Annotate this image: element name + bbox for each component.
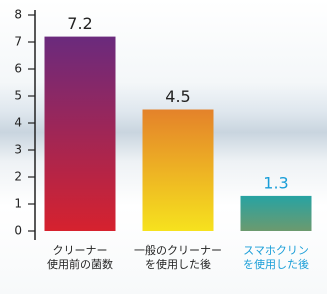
x-tick-label: 一般のクリーナー を使用した後	[130, 244, 226, 272]
value-label: 7.2	[67, 14, 92, 33]
y-tick-label: 2	[14, 170, 22, 184]
x-tick-label: クリーナー 使用前の菌数	[32, 244, 128, 272]
y-tick-label: 6	[14, 62, 22, 76]
x-tick-label: スマホクリン を使用した後	[228, 244, 324, 272]
y-tick-label: 4	[14, 116, 22, 130]
bar	[45, 37, 116, 231]
y-tick-label: 5	[14, 89, 22, 103]
chart: 0 1 2 3 4 5 6 7 8 7.2 4.5 1.3 クリーナー 使用前の菌数一般のクリーナー …	[0, 0, 327, 294]
value-label: 4.5	[165, 87, 190, 106]
bar	[241, 196, 312, 231]
bar	[143, 110, 214, 232]
y-tick-label: 3	[14, 143, 22, 157]
y-tick-label: 0	[14, 224, 22, 238]
y-tick-label: 7	[14, 35, 22, 49]
y-tick-label: 8	[14, 8, 22, 22]
y-tick-label: 1	[14, 197, 22, 211]
value-label: 1.3	[263, 173, 288, 192]
